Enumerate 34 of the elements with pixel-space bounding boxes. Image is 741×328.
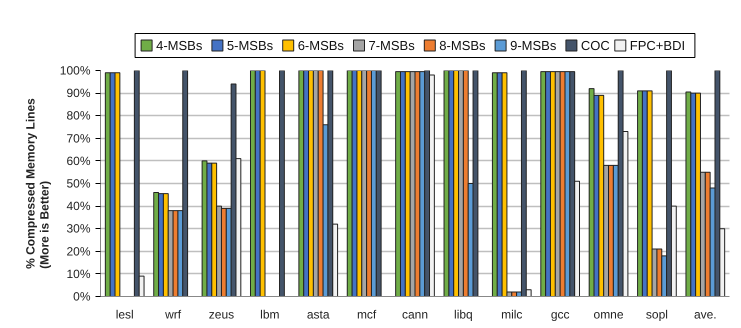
legend-label: COC bbox=[580, 38, 610, 53]
y-tick-label: 70% bbox=[66, 131, 91, 146]
x-tick-label: mcf bbox=[356, 308, 377, 322]
x-tick-label: milc bbox=[501, 308, 522, 322]
y-tick-label: 50% bbox=[66, 176, 91, 190]
x-tick-label: lbm bbox=[260, 308, 280, 322]
y-tick-label: 40% bbox=[66, 199, 91, 214]
y-tick-label: 100% bbox=[60, 64, 91, 78]
x-tick-label: zeus bbox=[208, 308, 234, 322]
x-tick-label: omne bbox=[594, 308, 624, 322]
x-tick-label: ave. bbox=[694, 308, 717, 322]
y-tick-label: 20% bbox=[66, 244, 91, 258]
y-tick-label: 10% bbox=[66, 266, 91, 281]
legend-label: FPC+BDI bbox=[630, 38, 686, 53]
x-tick-label: sopl bbox=[646, 308, 668, 322]
y-tick-label: 60% bbox=[66, 154, 91, 168]
x-tick-label: lesl bbox=[116, 308, 134, 322]
y-tick-label: 0% bbox=[73, 290, 91, 304]
x-tick-label: asta bbox=[306, 308, 330, 322]
y-tick-label: 90% bbox=[66, 86, 91, 100]
legend-label: 5-MSBs bbox=[226, 38, 274, 53]
legend-label: 4-MSBs bbox=[156, 38, 203, 53]
x-tick-label: wrf bbox=[164, 308, 182, 322]
legend-label: 9-MSBs bbox=[510, 38, 557, 53]
y-tick-label: 30% bbox=[66, 222, 91, 236]
legend-label: 7-MSBs bbox=[368, 38, 416, 53]
y-axis-title: % Compressed Memory Lines (More is Better) bbox=[24, 98, 52, 269]
y-tick-label: 80% bbox=[66, 108, 91, 123]
legend-label: 8-MSBs bbox=[439, 38, 486, 53]
bar bbox=[279, 70, 285, 296]
x-tick-label: gcc bbox=[550, 308, 570, 322]
x-tick-label: cann bbox=[402, 308, 428, 322]
legend-label: 6-MSBs bbox=[298, 38, 344, 53]
x-tick-label: libq bbox=[454, 308, 473, 322]
